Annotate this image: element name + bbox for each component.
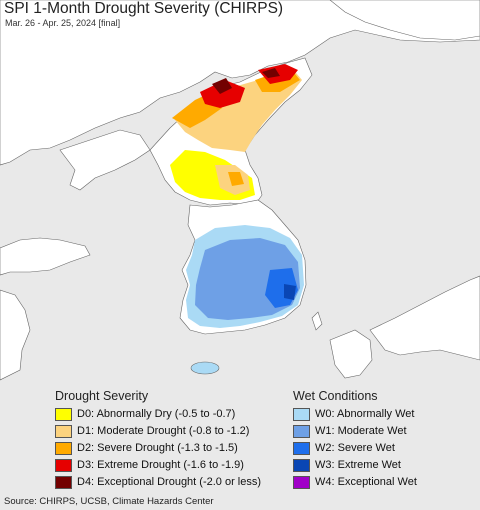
- sk-extreme-wet: [284, 284, 296, 300]
- land-japan-kyushu: [329, 329, 373, 379]
- legend-label-d4: D4: Exceptional Drought (-2.0 or less): [77, 476, 262, 488]
- swatch-w3: [293, 458, 310, 472]
- drought-legend-title: Drought Severity: [55, 389, 149, 403]
- nk-exceptional: [212, 78, 232, 94]
- map-subtitle: Mar. 26 - Apr. 25, 2024 [final]: [5, 18, 121, 28]
- legend-label-w1: W1: Moderate Wet: [315, 425, 407, 437]
- legend-item-w4: W4: Exceptional Wet: [293, 474, 417, 490]
- land-japan-honshu: [369, 275, 480, 361]
- legend: Drought Severity D0: Abnormally Dry (-0.…: [0, 386, 480, 492]
- nk-severe-south: [228, 172, 244, 186]
- legend-item-d4: D4: Exceptional Drought (-2.0 or less): [55, 474, 261, 490]
- land-tsushima: [311, 311, 323, 331]
- swatch-d2: [55, 441, 72, 455]
- land-jeju: [190, 361, 220, 375]
- legend-item-w0: W0: Abnormally Wet: [293, 406, 414, 422]
- legend-label-d1: D1: Moderate Drought (-0.8 to -1.2): [77, 425, 250, 437]
- legend-label-d2: D2: Severe Drought (-1.3 to -1.5): [77, 442, 238, 454]
- swatch-d3: [55, 458, 72, 472]
- legend-item-d0: D0: Abnormally Dry (-0.5 to -0.7): [55, 406, 235, 422]
- map-title: SPI 1-Month Drought Severity (CHIRPS): [4, 0, 284, 17]
- nk-exceptional-2: [262, 68, 280, 78]
- legend-item-w2: W2: Severe Wet: [293, 440, 395, 456]
- legend-label-d0: D0: Abnormally Dry (-0.5 to -0.7): [77, 408, 236, 420]
- legend-item-d2: D2: Severe Drought (-1.3 to -1.5): [55, 440, 238, 456]
- nk-extreme: [200, 80, 245, 108]
- legend-item-w1: W1: Moderate Wet: [293, 423, 407, 439]
- land-shandong: [0, 237, 91, 276]
- legend-label-w2: W2: Severe Wet: [315, 442, 395, 454]
- drought-map: [0, 0, 480, 381]
- legend-item-d1: D1: Moderate Drought (-0.8 to -1.2): [55, 423, 249, 439]
- land-liaodong: [59, 129, 151, 191]
- source-credit: Source: CHIRPS, UCSB, Climate Hazards Ce…: [4, 496, 214, 507]
- swatch-w1: [293, 424, 310, 438]
- legend-label-d3: D3: Extreme Drought (-1.6 to -1.9): [77, 459, 244, 471]
- legend-item-w3: W3: Extreme Wet: [293, 457, 401, 473]
- swatch-w0: [293, 407, 310, 421]
- swatch-d1: [55, 424, 72, 438]
- land-russia: [329, 0, 480, 41]
- land-china-mainland: [0, 0, 480, 166]
- wet-legend-title: Wet Conditions: [293, 389, 378, 403]
- legend-label-w4: W4: Exceptional Wet: [315, 476, 417, 488]
- legend-item-d3: D3: Extreme Drought (-1.6 to -1.9): [55, 457, 244, 473]
- legend-label-w3: W3: Extreme Wet: [315, 459, 401, 471]
- legend-label-w0: W0: Abnormally Wet: [315, 408, 415, 420]
- land-china-coast: [0, 289, 31, 381]
- swatch-w2: [293, 441, 310, 455]
- swatch-w4: [293, 475, 310, 489]
- swatch-d4: [55, 475, 72, 489]
- swatch-d0: [55, 407, 72, 421]
